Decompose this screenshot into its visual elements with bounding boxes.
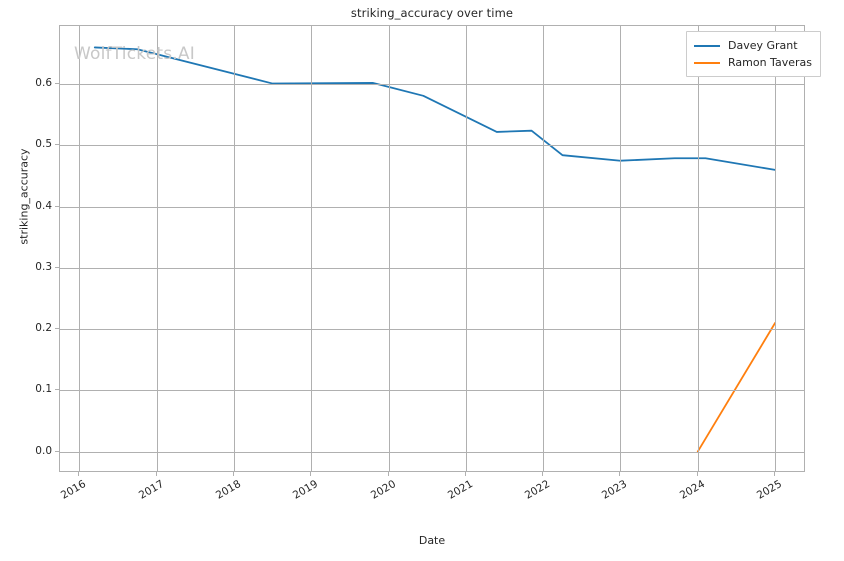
gridline-vertical [697,26,699,471]
y-axis-tick-label: 0.5 [35,138,52,151]
x-axis-tick-mark [696,472,698,476]
y-axis-tick-mark [55,205,59,207]
series-line-ramon-taveras [696,322,776,453]
gridline-horizontal [60,206,804,208]
y-axis-tick-label: 0.2 [35,322,52,335]
chart-lines [93,46,776,453]
gridline-horizontal [60,84,804,86]
gridline-vertical [233,26,235,471]
x-axis-tick-label: 2020 [368,478,398,502]
x-axis-tick-mark [155,472,157,476]
x-axis-tick-label: 2023 [600,478,630,502]
x-axis-tick-mark [387,472,389,476]
x-axis-tick-mark [310,472,312,476]
y-axis-tick-mark [55,389,59,391]
x-axis-tick-label: 2024 [677,478,707,502]
x-axis-label: Date [418,534,446,547]
x-axis-tick-mark [232,472,234,476]
y-axis-tick-mark [55,328,59,330]
legend-swatch-ramon-taveras [694,61,720,64]
legend-item[interactable]: Davey Grant [694,37,812,54]
gridline-vertical [543,26,545,471]
gridline-vertical [79,26,81,471]
plot-area [59,25,805,472]
x-axis-tick-label: 2017 [136,478,166,502]
legend-label-davey-grant: Davey Grant [728,39,798,52]
x-axis-tick-mark [464,472,466,476]
gridline-horizontal [60,390,804,392]
chart-title: striking_accuracy over time [350,6,514,20]
y-axis-tick-mark [55,83,59,85]
x-axis-tick-mark [542,472,544,476]
x-axis-tick-mark [774,472,776,476]
legend-label-ramon-taveras: Ramon Taveras [728,56,812,69]
x-axis-tick-label: 2019 [291,478,321,502]
gridline-vertical [620,26,622,471]
x-axis-tick-label: 2022 [523,478,553,502]
gridline-vertical [388,26,390,471]
y-axis-tick-mark [55,266,59,268]
y-axis-tick-label: 0.4 [35,199,52,212]
gridline-horizontal [60,451,804,453]
series-line-davey-grant [93,46,776,171]
x-axis-tick-mark [78,472,80,476]
x-axis-tick-label: 2016 [59,478,89,502]
gridline-vertical [311,26,313,471]
y-axis-label: striking_accuracy [17,148,31,245]
x-axis-tick-label: 2021 [445,478,475,502]
y-axis-tick-mark [55,144,59,146]
y-axis-tick-mark [55,450,59,452]
gridline-vertical [775,26,777,471]
x-axis-tick-label: 2018 [213,478,243,502]
y-axis-tick-label: 0.1 [35,383,52,396]
gridline-horizontal [60,145,804,147]
legend-swatch-davey-grant [694,44,720,47]
gridline-horizontal [60,329,804,331]
x-axis-tick-mark [619,472,621,476]
chart-legend: Davey Grant Ramon Taveras [686,31,821,77]
gridline-horizontal [60,267,804,269]
y-axis-tick-label: 0.3 [35,260,52,273]
x-axis-tick-label: 2025 [754,478,785,502]
y-axis-tick-label: 0.6 [35,77,52,90]
y-axis-tick-label: 0.0 [35,444,52,457]
gridline-vertical [465,26,467,471]
gridline-vertical [156,26,158,471]
legend-item[interactable]: Ramon Taveras [694,54,812,71]
